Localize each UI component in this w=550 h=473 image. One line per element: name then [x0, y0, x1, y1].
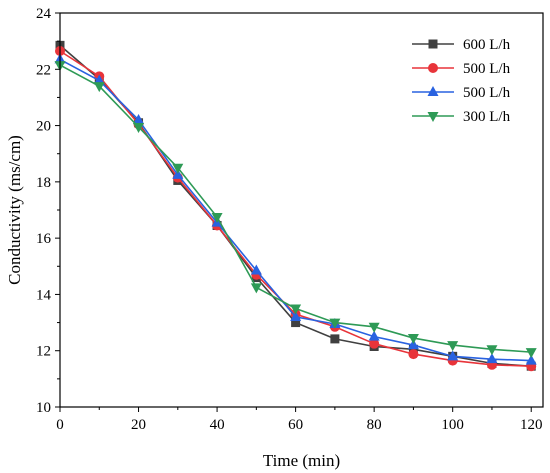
axes: 0 20 40 60 80 100 120 10 12 14 16 18 20 22 24: [36, 6, 544, 433]
series-1-point: [330, 334, 340, 344]
series-3-point: [290, 310, 302, 321]
series-4-point: [290, 304, 302, 315]
y-tick-label: 14: [36, 287, 52, 303]
legend-label-2: 500 L/h: [463, 61, 511, 77]
y-tick-label: 16: [36, 231, 52, 247]
series-1-point: [291, 318, 301, 328]
x-tick-label: 60: [288, 417, 303, 433]
y-tick-label: 24: [36, 6, 52, 22]
series-3-point: [133, 113, 145, 124]
legend-marker-3: [427, 86, 439, 96]
series-4-point: [486, 345, 498, 356]
x-tick-label: 20: [131, 417, 146, 433]
legend-marker-2: [428, 63, 438, 73]
x-tick-label: 80: [367, 417, 382, 433]
series-3-point: [172, 168, 184, 179]
y-tick-label: 20: [36, 119, 51, 135]
series-2-point: [408, 349, 419, 360]
y-tick-label: 18: [36, 175, 51, 191]
series-4-point: [447, 341, 459, 352]
series-4-point: [250, 283, 262, 294]
series-4-point: [407, 334, 419, 345]
legend-label-4: 300 L/h: [463, 109, 511, 125]
y-axis-title: Conductivity (ms/cm): [5, 135, 24, 285]
series-4-point: [368, 322, 380, 333]
series-4-point: [329, 318, 341, 329]
legend-marker-1: [428, 39, 438, 49]
series-3-point: [250, 264, 262, 275]
plot-area: [54, 40, 537, 372]
y-tick-label: 10: [36, 400, 51, 416]
series-3-point: [486, 353, 498, 364]
x-tick-label: 40: [210, 417, 225, 433]
legend-marker-4: [427, 112, 439, 122]
series-4-point: [172, 163, 184, 174]
y-tick-label: 22: [36, 62, 51, 78]
legend-label-3: 500 L/h: [463, 85, 511, 101]
x-tick-label: 120: [520, 417, 543, 433]
series-3-point: [447, 350, 459, 361]
legend: 600 L/h 500 L/h 500 L/h 300 L/h: [412, 37, 511, 125]
series-4-point: [133, 122, 145, 133]
series-3-point: [525, 354, 537, 365]
series-2-point: [369, 338, 380, 349]
series-4-point: [525, 348, 537, 359]
series-3-point: [93, 74, 105, 85]
x-tick-label: 100: [441, 417, 464, 433]
series-4-point: [93, 82, 105, 93]
series-4-point: [211, 213, 223, 224]
y-tick-label: 12: [36, 344, 51, 360]
series-3-point: [407, 339, 419, 350]
legend-label-1: 600 L/h: [463, 37, 511, 53]
series-3-point: [368, 330, 380, 341]
x-axis-title: Time (min): [263, 451, 340, 470]
x-tick-label: 0: [56, 417, 64, 433]
